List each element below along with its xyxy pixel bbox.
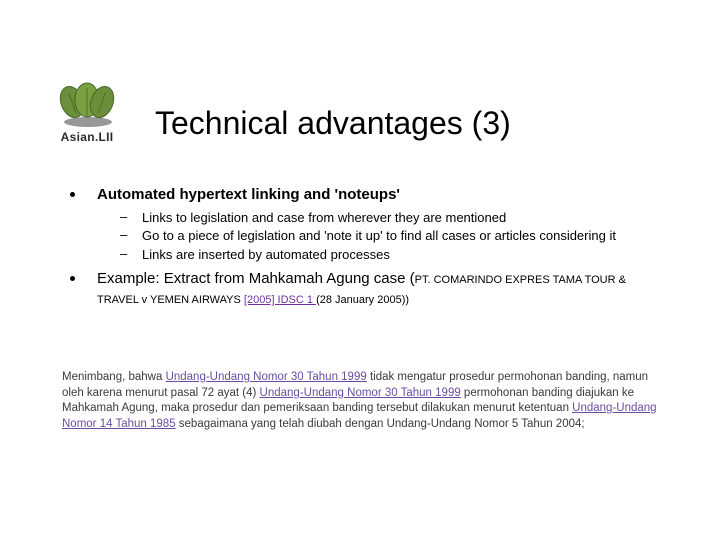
quote-link-1[interactable]: Undang-Undang Nomor 30 Tahun 1999: [166, 371, 367, 383]
sub-item-text: Go to a piece of legislation and 'note i…: [142, 227, 616, 245]
bullet-1-sublist: – Links to legislation and case from whe…: [120, 209, 670, 264]
sub-item: – Links are inserted by automated proces…: [120, 246, 670, 264]
example-mid: case (: [370, 270, 415, 287]
bullet-dot-icon: [70, 276, 75, 281]
logo: Asian.LII: [42, 80, 132, 144]
logo-label: Asian.LII: [42, 130, 132, 144]
dash-icon: –: [120, 246, 130, 261]
sub-item: – Links to legislation and case from whe…: [120, 209, 670, 227]
dash-icon: –: [120, 227, 130, 242]
bullet-1: Automated hypertext linking and 'noteups…: [70, 185, 670, 205]
sub-item-text: Links are inserted by automated processe…: [142, 246, 390, 264]
example-lead: Example: Extract from: [97, 270, 249, 287]
bullet-2: Example: Extract from Mahkamah Agung cas…: [70, 269, 670, 310]
case-name-post: (28 January 2005)): [316, 294, 409, 306]
case-citation-link[interactable]: [2005] IDSC 1: [244, 294, 316, 306]
bullet-2-text: Example: Extract from Mahkamah Agung cas…: [97, 269, 670, 310]
slide-title: Technical advantages (3): [155, 105, 511, 142]
asianlii-leaf-icon: [54, 80, 120, 128]
dash-icon: –: [120, 209, 130, 224]
quoted-extract: Menimbang, bahwa Undang-Undang Nomor 30 …: [62, 370, 670, 432]
bullet-dot-icon: [70, 192, 75, 197]
bullet-1-heading: Automated hypertext linking and 'noteups…: [97, 185, 400, 205]
quote-text: sebagaimana yang telah diubah dengan Und…: [176, 418, 585, 430]
sub-item: – Go to a piece of legislation and 'note…: [120, 227, 670, 245]
slide-body: Automated hypertext linking and 'noteups…: [70, 185, 670, 314]
quote-link-2[interactable]: Undang-Undang Nomor 30 Tahun 1999: [260, 387, 461, 399]
quote-text: Menimbang, bahwa: [62, 371, 166, 383]
sub-item-text: Links to legislation and case from where…: [142, 209, 506, 227]
example-court: Mahkamah Agung: [249, 270, 370, 287]
